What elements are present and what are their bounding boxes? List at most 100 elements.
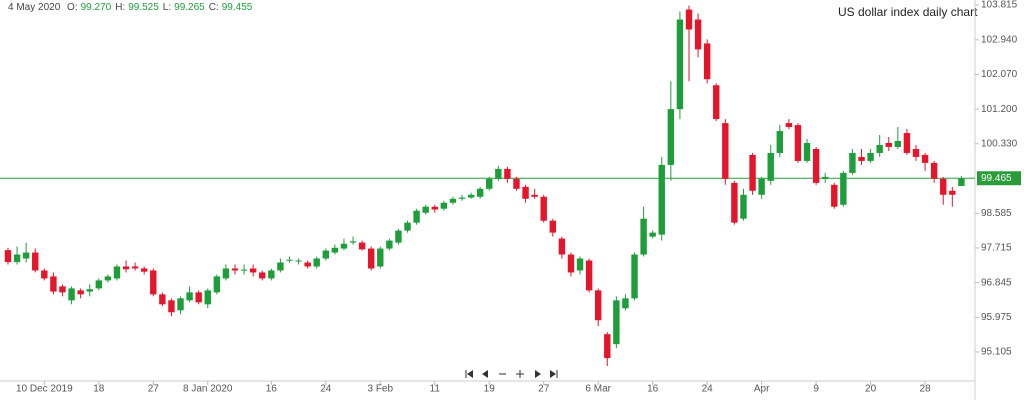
- candle-body: [676, 19, 684, 110]
- candle-body: [13, 254, 21, 263]
- header-value: 99.525: [128, 2, 159, 13]
- candle-body: [32, 252, 39, 271]
- candle-body: [531, 194, 538, 197]
- header-value: 99.455: [222, 2, 253, 13]
- candle-body: [631, 254, 638, 299]
- candle-body: [767, 152, 774, 181]
- candle-body: [713, 85, 720, 120]
- candle-body: [4, 250, 12, 263]
- candle-body: [268, 270, 275, 279]
- candle-body: [513, 178, 520, 189]
- candle-body: [876, 144, 883, 153]
- header-value: 99.270: [81, 2, 112, 13]
- candle-body: [59, 286, 66, 293]
- candle-body: [867, 152, 874, 161]
- x-tick-label: 16: [266, 384, 278, 395]
- candle-body: [812, 148, 820, 183]
- candle-body: [667, 109, 675, 165]
- candle-body: [204, 290, 211, 305]
- x-tick-label: 11: [430, 384, 441, 395]
- x-tick-label: Apr: [754, 384, 770, 395]
- candle-body: [104, 276, 112, 281]
- candle-body: [776, 131, 783, 153]
- x-tick-label: 3 Feb: [367, 384, 393, 395]
- candle-body: [95, 280, 102, 289]
- candle-body: [885, 142, 892, 147]
- candle-body: [259, 272, 266, 279]
- candle-body: [150, 270, 157, 295]
- candle-body: [331, 247, 339, 253]
- y-tick-label: 102.070: [981, 69, 1018, 80]
- candle-body: [431, 206, 438, 210]
- candle-body: [595, 290, 602, 321]
- x-tick-label: 10 Dec 2019: [16, 384, 73, 395]
- current-price-box: [977, 171, 1021, 186]
- candle-body: [894, 141, 902, 147]
- candle-body: [576, 258, 584, 271]
- candle-body: [113, 266, 121, 279]
- header-date: 4 May 2020: [8, 2, 61, 13]
- candle-body: [858, 156, 865, 161]
- candle-body: [277, 262, 284, 271]
- prev-button[interactable]: [482, 370, 488, 378]
- candle-body: [558, 238, 566, 255]
- candle-body: [604, 334, 611, 359]
- candle-body: [377, 248, 384, 267]
- candle-body: [413, 210, 420, 223]
- candle-body: [404, 222, 411, 231]
- y-tick-label: 98.585: [981, 208, 1012, 219]
- candle-body: [159, 294, 166, 305]
- candle-body: [731, 182, 738, 223]
- candle-body: [86, 289, 93, 292]
- chart-title: US dollar index daily chart: [838, 5, 978, 19]
- candle-body: [622, 298, 629, 309]
- candle-body: [794, 125, 802, 161]
- x-tick-label: 27: [538, 384, 550, 395]
- first-button[interactable]: [465, 370, 473, 378]
- y-tick-label: 95.105: [981, 347, 1012, 358]
- candle-body: [422, 206, 429, 213]
- candle-body: [903, 133, 911, 153]
- candle-body: [658, 164, 665, 235]
- candle-body: [703, 43, 711, 80]
- candle-body: [758, 178, 765, 195]
- candle-body: [740, 194, 747, 219]
- candle-body: [458, 197, 466, 199]
- x-tick-label: 27: [148, 384, 160, 395]
- candle-body: [122, 266, 130, 270]
- candle-body: [68, 288, 75, 301]
- x-tick-label: 19: [484, 384, 496, 395]
- last-button[interactable]: [550, 370, 558, 378]
- candle-body: [930, 162, 938, 179]
- x-tick-label: 20: [865, 384, 877, 395]
- current-price-label: 99.465: [981, 173, 1012, 184]
- candle-body: [522, 186, 529, 199]
- zoom-in-button[interactable]: [516, 370, 524, 378]
- candle-body: [549, 220, 556, 233]
- candle-body: [322, 250, 329, 259]
- candle-body: [395, 230, 402, 243]
- candle-body: [495, 168, 502, 179]
- next-button[interactable]: [535, 370, 541, 378]
- candle-body: [186, 292, 193, 301]
- x-tick-label: 9: [813, 384, 819, 395]
- candle-body: [41, 270, 48, 279]
- candle-body: [295, 260, 302, 262]
- y-tick-label: 95.975: [981, 312, 1012, 323]
- candle-body: [131, 266, 139, 269]
- candle-body: [22, 252, 30, 259]
- candle-body: [240, 269, 248, 271]
- candle-body: [177, 298, 184, 311]
- candle-body: [141, 268, 148, 272]
- candle-body: [840, 172, 847, 205]
- candle-body: [304, 262, 311, 267]
- candle-body: [912, 148, 920, 157]
- candle-body: [358, 242, 366, 250]
- candle-body: [685, 9, 693, 30]
- candle-body: [486, 178, 493, 189]
- candle-body: [649, 232, 656, 237]
- header-label: H:: [115, 2, 125, 13]
- candle-body: [449, 198, 457, 203]
- x-tick-label: 6 Mar: [585, 384, 611, 395]
